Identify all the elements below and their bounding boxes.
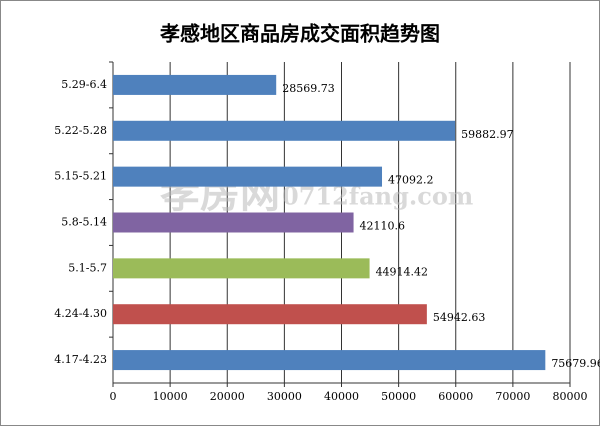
bar	[113, 166, 383, 187]
bar	[113, 120, 456, 141]
x-tick-label: 30000	[267, 390, 302, 403]
x-tick-label: 40000	[324, 390, 359, 403]
chart-title: 孝感地区商品房成交面积趋势图	[159, 22, 440, 46]
x-tick-label: 80000	[553, 390, 588, 403]
x-tick-label: 20000	[210, 390, 245, 403]
bar	[113, 350, 546, 371]
y-tick-label: 5.8-5.14	[61, 216, 107, 229]
value-label: 47092.2	[388, 174, 434, 187]
y-tick-label: 5.22-5.28	[54, 124, 107, 137]
bar	[113, 304, 427, 325]
value-label: 28569.73	[282, 82, 335, 95]
value-label: 75679.96	[551, 357, 600, 370]
value-label: 59882.97	[461, 128, 513, 141]
bar	[113, 258, 370, 279]
value-label: 44914.42	[376, 265, 429, 278]
x-tick-label: 70000	[495, 390, 530, 403]
y-tick-label: 4.17-4.23	[54, 353, 107, 366]
y-tick-label: 5.1-5.7	[68, 261, 107, 274]
bar	[113, 74, 277, 95]
x-tick-label: 60000	[438, 390, 473, 403]
value-label: 54942.63	[433, 311, 486, 324]
x-tick-label: 10000	[153, 390, 188, 403]
y-tick-label: 5.15-5.21	[54, 170, 107, 183]
y-tick-label: 4.24-4.30	[54, 307, 107, 320]
bar	[113, 212, 354, 233]
value-label: 42110.6	[360, 220, 406, 233]
x-tick-label: 50000	[381, 390, 416, 403]
y-tick-label: 5.29-6.4	[61, 78, 107, 91]
x-tick-label: 0	[110, 390, 117, 403]
